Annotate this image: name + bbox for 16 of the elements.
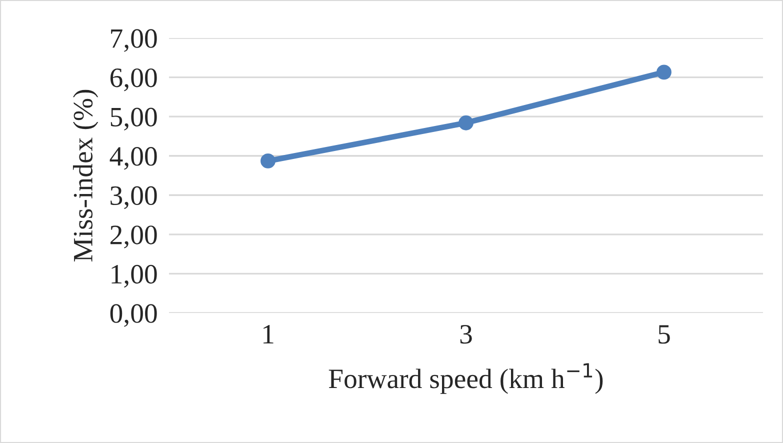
y-tick-label: 1,00 — [112, 264, 157, 288]
point — [458, 115, 474, 130]
x-axis-title: Forward speed (km h$^{−1}$) — [328, 363, 603, 394]
y-tick-label: 6,00 — [110, 68, 157, 92]
y-tick-label: 4,00 — [110, 147, 157, 170]
y-tick-label: 5,00 — [110, 108, 157, 130]
y-axis-title: Miss-index (%) — [72, 90, 98, 262]
point — [260, 154, 276, 168]
x-tick-label: 3 — [460, 324, 472, 344]
point — [656, 64, 672, 80]
y-tick-label: 0,00 — [110, 304, 157, 327]
x-tick-label: 5 — [658, 325, 670, 344]
y-tick-label: 7,00 — [111, 29, 157, 52]
y-tick-label: 3,00 — [110, 186, 157, 210]
x-tick-label: 1 — [264, 325, 274, 344]
y-tick-label: 2,00 — [110, 226, 157, 248]
